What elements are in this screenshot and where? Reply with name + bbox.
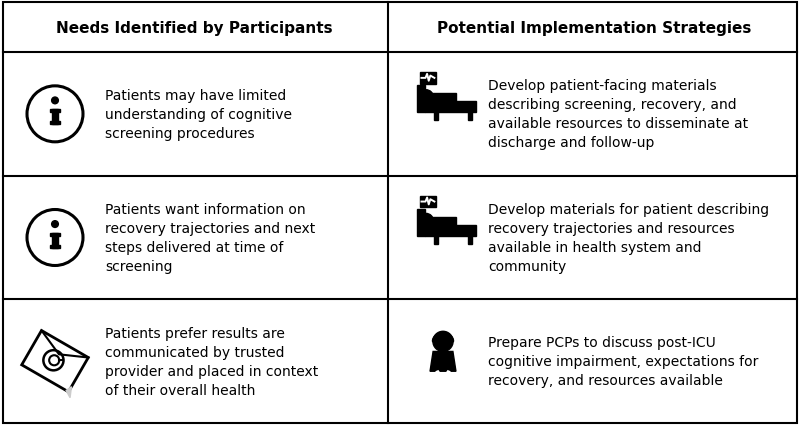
- Bar: [418, 86, 426, 113]
- Text: Potential Implementation Strategies: Potential Implementation Strategies: [437, 20, 751, 35]
- Text: Patients want information on
recovery trajectories and next
steps delivered at t: Patients want information on recovery tr…: [105, 203, 315, 273]
- Circle shape: [441, 373, 445, 377]
- Text: Develop materials for patient describing
recovery trajectories and resources
ava: Develop materials for patient describing…: [488, 203, 769, 273]
- Text: Patients may have limited
understanding of cognitive
screening procedures: Patients may have limited understanding …: [105, 89, 292, 141]
- Circle shape: [52, 221, 58, 228]
- Bar: [426, 225, 476, 236]
- Text: Prepare PCPs to discuss post-ICU
cognitive impairment, expectations for
recovery: Prepare PCPs to discuss post-ICU cogniti…: [488, 335, 758, 387]
- Bar: [427, 217, 456, 225]
- Bar: [434, 236, 438, 245]
- Bar: [427, 94, 456, 102]
- Bar: [468, 113, 472, 121]
- Text: Patients prefer results are
communicated by trusted
provider and placed in conte: Patients prefer results are communicated…: [105, 326, 318, 397]
- Bar: [468, 236, 472, 245]
- Bar: [52, 233, 58, 248]
- Text: Develop patient-facing materials
describing screening, recovery, and
available r: Develop patient-facing materials describ…: [488, 79, 748, 150]
- Bar: [420, 196, 436, 208]
- Circle shape: [419, 91, 434, 105]
- Bar: [50, 233, 60, 236]
- Circle shape: [419, 214, 434, 228]
- Bar: [420, 73, 436, 84]
- Polygon shape: [430, 351, 456, 371]
- Bar: [50, 245, 60, 248]
- Bar: [50, 122, 60, 125]
- Bar: [50, 110, 60, 113]
- Polygon shape: [433, 333, 454, 342]
- Bar: [426, 102, 476, 113]
- Polygon shape: [66, 387, 71, 398]
- Circle shape: [433, 331, 453, 351]
- Text: Needs Identified by Participants: Needs Identified by Participants: [56, 20, 332, 35]
- Circle shape: [52, 98, 58, 104]
- Bar: [418, 210, 426, 236]
- Bar: [52, 110, 58, 125]
- Bar: [434, 113, 438, 121]
